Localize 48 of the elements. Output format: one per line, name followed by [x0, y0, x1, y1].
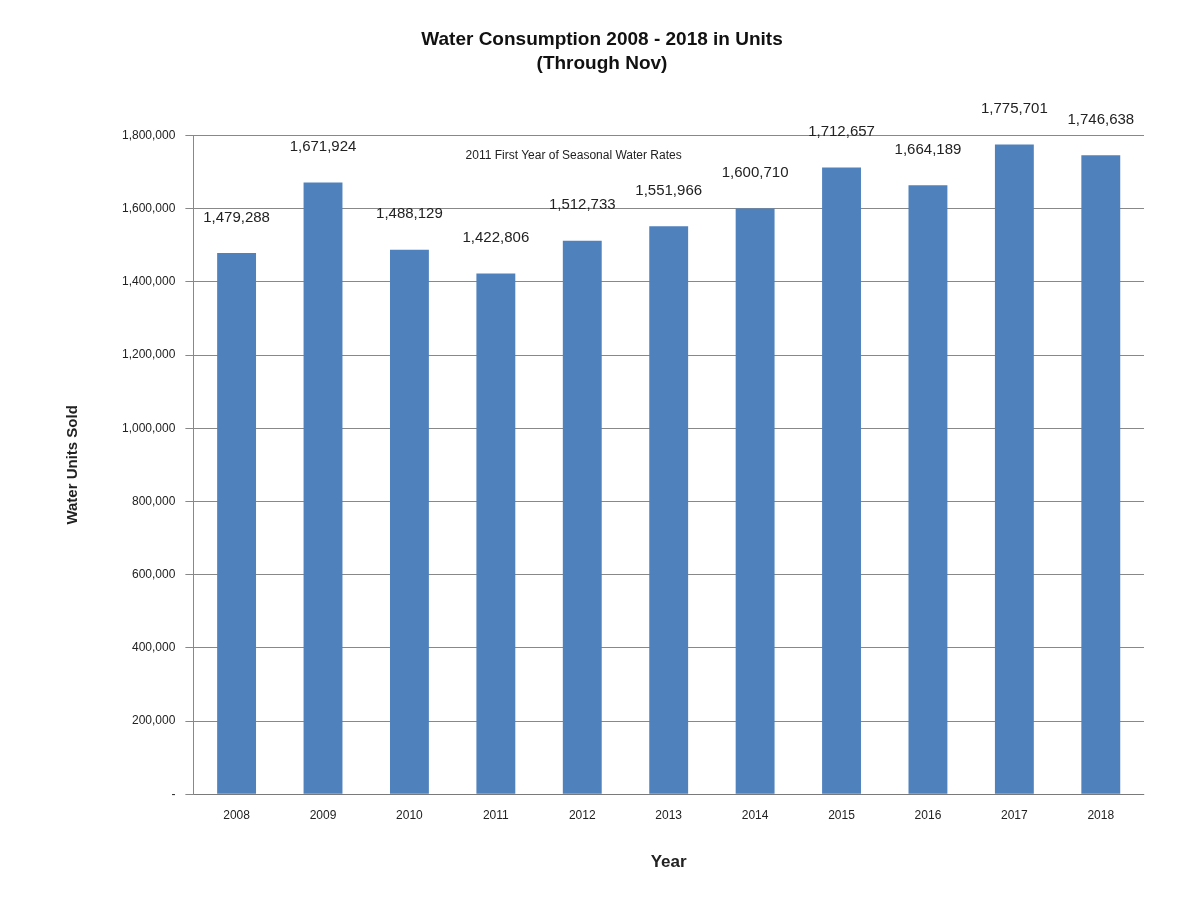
- bar: [994, 144, 1034, 794]
- x-tick-label: 2018: [1087, 807, 1115, 822]
- x-tick-label: 2008: [223, 807, 251, 822]
- x-tick-label: 2011: [482, 807, 510, 822]
- x-tick-label: 2016: [914, 807, 942, 822]
- y-tick-label: -: [171, 786, 176, 801]
- x-tick-label: 2012: [568, 807, 596, 822]
- data-label: 1,775,701: [981, 99, 1048, 117]
- bar: [389, 249, 429, 794]
- y-tick-label: 1,200,000: [121, 347, 176, 362]
- y-tick-label: 1,400,000: [121, 274, 176, 289]
- bar: [822, 167, 861, 794]
- data-label: 1,551,966: [635, 180, 703, 198]
- x-axis-title: Year: [650, 852, 688, 872]
- bar: [476, 273, 516, 794]
- bar: [649, 226, 689, 794]
- y-tick-label: 400,000: [131, 640, 176, 655]
- x-tick-label: 2010: [396, 807, 424, 822]
- x-tick-label: 2015: [828, 807, 856, 822]
- data-label: 1,600,710: [721, 163, 789, 181]
- annotation: 2011 First Year of Seasonal Water Rates: [465, 147, 682, 162]
- y-tick-label: 800,000: [131, 493, 176, 508]
- data-label: 1,671,924: [289, 137, 357, 155]
- data-label: 1,488,129: [376, 204, 443, 222]
- data-label: 1,422,806: [462, 228, 530, 246]
- y-axis-title: Water Units Sold: [63, 405, 81, 525]
- data-label: 1,664,189: [894, 139, 962, 157]
- data-label: 1,479,288: [203, 207, 270, 225]
- chart-subtitle: (Through Nov): [536, 52, 668, 74]
- data-label: 1,746,638: [1067, 109, 1135, 127]
- x-tick-label: 2014: [741, 807, 769, 822]
- bar: [908, 185, 948, 794]
- y-tick-label: 1,800,000: [121, 127, 176, 142]
- x-tick-label: 2017: [1001, 807, 1029, 822]
- y-tick-label: 1,000,000: [121, 420, 176, 435]
- bar: [303, 182, 343, 794]
- bar: [735, 208, 775, 794]
- bar: [562, 240, 602, 794]
- x-tick-label: 2009: [309, 807, 337, 822]
- x-tick-label: 2013: [655, 807, 683, 822]
- y-tick-label: 200,000: [131, 713, 176, 728]
- y-tick-label: 1,600,000: [121, 201, 176, 216]
- data-label: 1,512,733: [548, 195, 616, 213]
- bar: [217, 252, 257, 794]
- y-tick-label: 600,000: [131, 566, 176, 581]
- bar: [1081, 155, 1121, 794]
- data-label: 1,712,657: [808, 122, 875, 140]
- chart-title: Water Consumption 2008 - 2018 in Units: [421, 27, 783, 49]
